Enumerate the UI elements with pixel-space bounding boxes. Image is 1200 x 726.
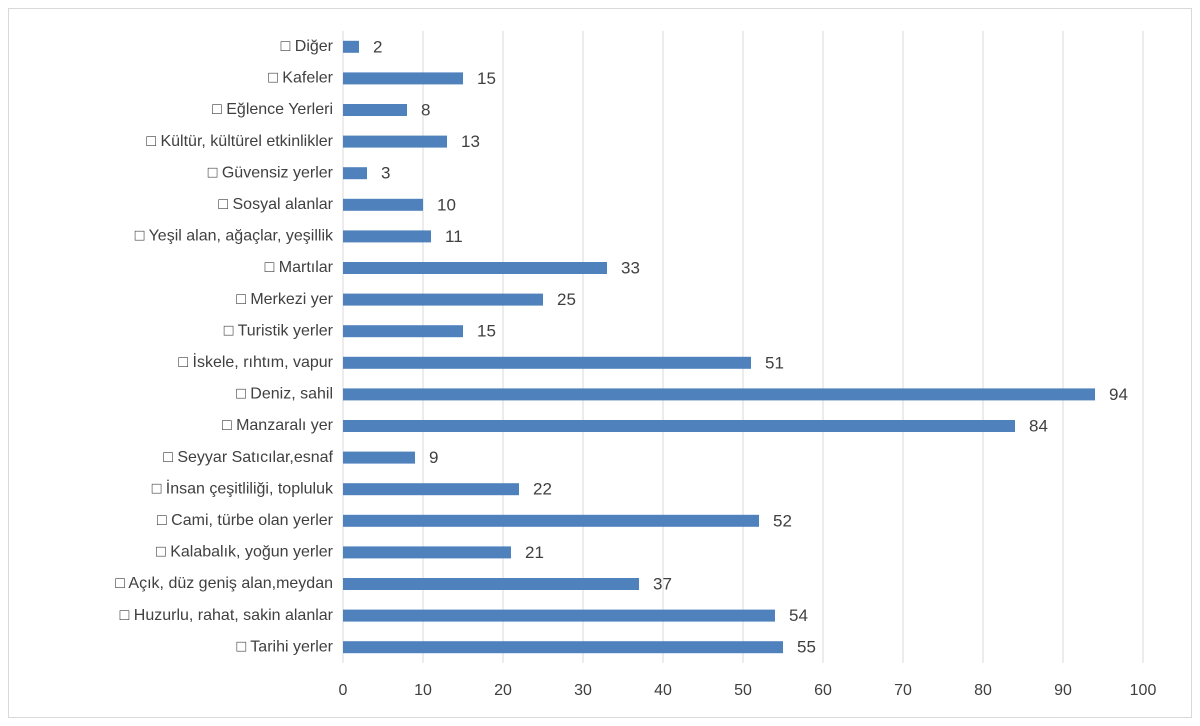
- bar: [343, 420, 1015, 432]
- value-label: 33: [621, 258, 640, 277]
- bar: [343, 388, 1095, 401]
- value-label: 94: [1109, 385, 1128, 404]
- value-label: 25: [557, 290, 576, 309]
- value-label: 2: [373, 37, 382, 56]
- y-tick-label: □ Kafeler: [268, 70, 333, 87]
- bar: [343, 293, 543, 306]
- bar: [343, 72, 463, 85]
- bar: [343, 356, 751, 369]
- value-label: 15: [477, 69, 496, 88]
- bar: [343, 609, 775, 622]
- bar: [343, 483, 519, 496]
- bar: [343, 514, 759, 527]
- y-tick-label: □ Deniz, sahil: [236, 386, 333, 403]
- y-tick-label: □ Kültür, kültürel etkinlikler: [146, 133, 333, 150]
- value-label: 3: [381, 164, 390, 183]
- value-label: 52: [773, 511, 792, 530]
- value-label: 15: [477, 322, 496, 341]
- x-tick-label: 80: [974, 682, 992, 699]
- bar: [343, 451, 415, 464]
- value-label: 13: [461, 132, 480, 151]
- x-tick-label: 60: [814, 682, 832, 699]
- bar: [343, 578, 639, 590]
- y-tick-label: □ Güvensiz yerler: [208, 164, 334, 181]
- y-tick-label: □ Kalabalık, yoğun yerler: [156, 544, 334, 561]
- bar: [343, 262, 607, 274]
- y-tick-label: □ Açık, düz geniş alan,meydan: [115, 575, 333, 592]
- bar: [343, 167, 367, 180]
- y-tick-label: □ Merkezi yer: [236, 291, 333, 308]
- y-tick-label: □ Manzaralı yer: [222, 417, 334, 434]
- y-tick-label: □ Martılar: [265, 259, 334, 276]
- bar: [343, 198, 423, 211]
- bar: [343, 135, 447, 148]
- value-label: 37: [653, 574, 672, 593]
- x-tick-label: 100: [1130, 682, 1157, 699]
- value-label: 22: [533, 480, 552, 499]
- y-tick-label: □ Seyyar Satıcılar,esnaf: [163, 449, 333, 466]
- y-tick-label: □ Cami, türbe olan yerler: [157, 512, 334, 529]
- value-label: 11: [445, 227, 463, 246]
- value-label: 8: [421, 100, 430, 119]
- x-tick-label: 0: [339, 682, 348, 699]
- bar: [343, 230, 431, 243]
- bar: [343, 546, 511, 559]
- x-tick-label: 70: [894, 682, 912, 699]
- x-tick-label: 10: [414, 682, 432, 699]
- bar: [343, 104, 407, 116]
- value-label: 51: [765, 353, 784, 372]
- x-tick-label: 90: [1054, 682, 1072, 699]
- y-tick-label: □ Diğer: [281, 38, 334, 55]
- x-tick-label: 20: [494, 682, 512, 699]
- value-label: 21: [525, 543, 544, 562]
- y-tick-label: □ İskele, rıhtım, vapur: [178, 352, 333, 371]
- y-tick-label: □ Tarihi yerler: [236, 638, 333, 655]
- bar: [343, 641, 783, 654]
- y-tick-label: □ Yeşil alan, ağaçlar, yeşillik: [135, 228, 334, 245]
- bar: [343, 40, 359, 53]
- y-tick-label: □ İnsan çeşitliliği, topluluk: [152, 478, 334, 497]
- value-label: 54: [789, 606, 808, 625]
- y-tick-label: □ Huzurlu, rahat, sakin alanlar: [120, 607, 334, 624]
- value-label: 84: [1029, 416, 1048, 435]
- x-tick-label: 50: [734, 682, 752, 699]
- bar: [343, 325, 463, 338]
- y-tick-label: □ Turistik yerler: [224, 322, 334, 339]
- y-tick-label: □ Eğlence Yerleri: [212, 101, 333, 118]
- x-tick-label: 30: [574, 682, 592, 699]
- value-label: 10: [437, 195, 456, 214]
- y-tick-label: □ Sosyal alanlar: [218, 196, 333, 213]
- value-label: 9: [429, 448, 438, 467]
- value-label: 55: [797, 638, 816, 657]
- x-tick-label: 40: [654, 682, 672, 699]
